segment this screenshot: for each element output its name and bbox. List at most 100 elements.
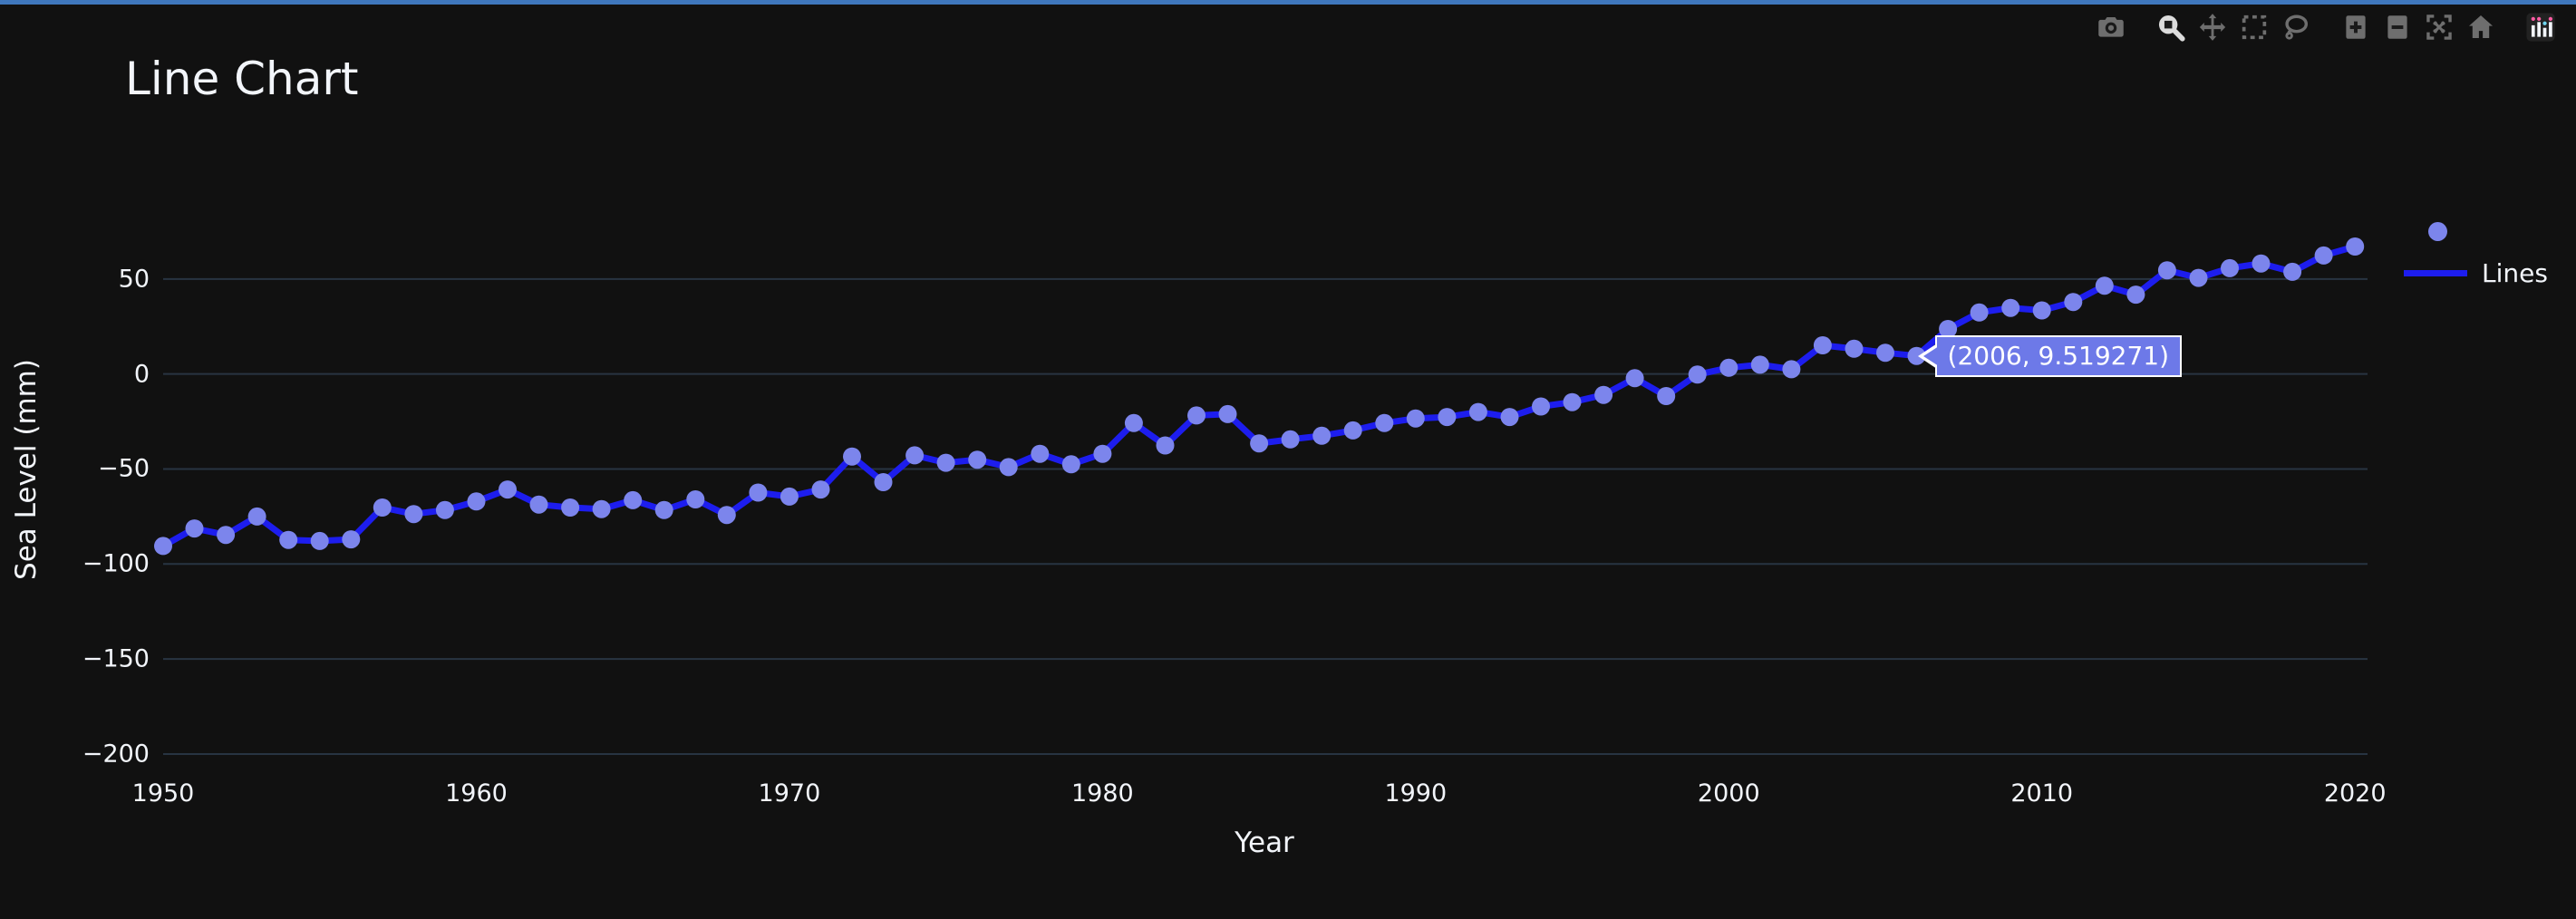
data-point xyxy=(2032,301,2051,320)
data-point xyxy=(780,487,799,506)
data-point xyxy=(1625,369,1644,388)
data-point xyxy=(717,506,736,525)
data-point xyxy=(1939,320,1958,338)
y-tick-label: −100 xyxy=(82,549,150,578)
hover-tooltip: (2006, 9.519271) xyxy=(1917,334,2183,377)
data-point xyxy=(435,500,454,519)
data-point xyxy=(467,492,486,511)
x-tick-label: 1960 xyxy=(445,779,508,808)
data-point xyxy=(624,490,643,509)
data-point xyxy=(1532,397,1550,416)
data-point xyxy=(310,531,329,550)
data-point xyxy=(1406,409,1425,428)
x-tick-label: 1950 xyxy=(131,779,195,808)
zoom-out-icon[interactable] xyxy=(2377,7,2418,47)
legend-label: Lines xyxy=(2482,257,2548,288)
autoscale-icon[interactable] xyxy=(2418,7,2460,47)
tooltip-text: (2006, 9.519271) xyxy=(1947,340,2170,371)
data-point xyxy=(686,490,705,508)
data-point xyxy=(1218,404,1237,423)
modebar xyxy=(2090,7,2561,47)
legend-item-markers[interactable] xyxy=(2397,210,2548,252)
data-point xyxy=(217,526,236,545)
data-point xyxy=(905,446,925,465)
zoom-icon[interactable] xyxy=(2150,7,2192,47)
legend: Lines xyxy=(2397,210,2548,294)
data-point xyxy=(1688,365,1707,384)
data-point xyxy=(1813,336,1832,354)
data-point xyxy=(654,500,673,519)
y-tick-label: 50 xyxy=(118,265,150,294)
data-point xyxy=(529,495,548,514)
plotly-logo-icon[interactable] xyxy=(2520,7,2561,47)
x-tick-label: 2020 xyxy=(2323,779,2387,808)
page-title: Line Chart xyxy=(125,53,359,105)
data-point xyxy=(154,537,172,556)
data-point xyxy=(247,507,266,526)
x-tick-label: 2000 xyxy=(1697,779,1760,808)
data-point xyxy=(2064,293,2083,312)
y-tick-label: −150 xyxy=(82,644,150,673)
x-axis-title: Year xyxy=(1235,827,1294,859)
data-point xyxy=(404,505,423,524)
data-point xyxy=(1500,408,1519,427)
data-point xyxy=(2346,237,2365,256)
data-point xyxy=(1031,444,1050,463)
data-point xyxy=(1187,406,1206,425)
data-point xyxy=(1468,402,1487,421)
data-point xyxy=(749,483,768,502)
box-select-icon[interactable] xyxy=(2233,7,2275,47)
data-point xyxy=(499,480,517,499)
x-tick-label: 1990 xyxy=(1384,779,1448,808)
data-point xyxy=(843,447,861,466)
data-point xyxy=(1093,444,1112,463)
data-point xyxy=(373,498,392,517)
data-point xyxy=(1845,339,1864,358)
data-point xyxy=(2314,246,2333,265)
y-tick-label: −200 xyxy=(82,740,150,769)
x-tick-label: 2010 xyxy=(2010,779,2074,808)
data-point xyxy=(2126,285,2145,305)
data-point xyxy=(2283,262,2302,281)
data-point xyxy=(342,530,361,549)
series-line xyxy=(160,243,2358,549)
data-point xyxy=(2221,258,2239,277)
zoom-in-icon[interactable] xyxy=(2335,7,2377,47)
x-tick-label: 1970 xyxy=(758,779,821,808)
data-point xyxy=(561,498,580,517)
data-point xyxy=(2189,268,2208,287)
data-point xyxy=(1594,385,1613,404)
legend-line-icon xyxy=(2404,269,2467,276)
x-tick-label: 1980 xyxy=(1071,779,1134,808)
camera-icon[interactable] xyxy=(2090,7,2132,47)
reset-home-icon[interactable] xyxy=(2460,7,2502,47)
window-top-border xyxy=(0,0,2576,5)
legend-marker-dot-icon xyxy=(2428,221,2447,241)
data-point xyxy=(279,530,298,549)
data-point xyxy=(2157,261,2176,280)
data-point xyxy=(2095,276,2114,295)
data-point xyxy=(1970,303,1989,322)
data-point xyxy=(1281,430,1300,449)
data-point xyxy=(811,480,830,499)
data-point xyxy=(1719,358,1738,377)
data-point xyxy=(1375,413,1394,432)
data-point xyxy=(1438,408,1457,427)
data-point xyxy=(185,519,204,538)
legend-item-lines[interactable]: Lines xyxy=(2397,252,2548,294)
data-point xyxy=(1250,434,1269,453)
y-tick-label: −50 xyxy=(98,454,150,483)
data-point xyxy=(999,458,1018,477)
data-point xyxy=(1124,413,1143,432)
data-point xyxy=(2001,298,2020,317)
lasso-icon[interactable] xyxy=(2275,7,2317,47)
y-tick-label: 0 xyxy=(133,360,150,389)
pan-icon[interactable] xyxy=(2192,7,2233,47)
data-point xyxy=(874,473,893,491)
data-point xyxy=(1312,426,1332,445)
data-point xyxy=(1750,355,1769,374)
data-point xyxy=(936,453,955,472)
data-point xyxy=(1156,436,1175,455)
